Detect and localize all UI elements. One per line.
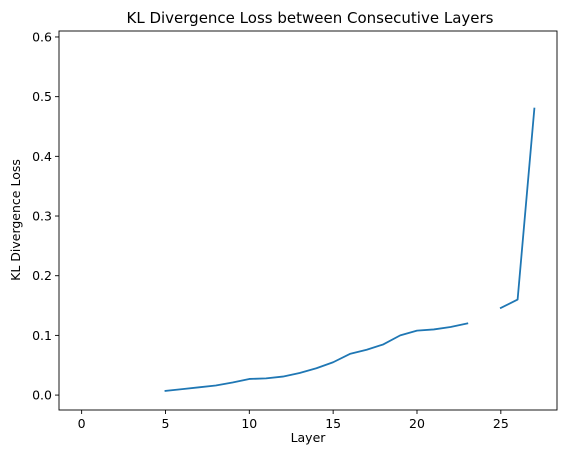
x-tick-label: 15: [325, 416, 341, 431]
x-tick-label: 5: [161, 416, 169, 431]
y-tick-label: 0.3: [32, 209, 52, 224]
chart-title: KL Divergence Loss between Consecutive L…: [126, 9, 493, 27]
x-axis: 0 5 10 15 20 25: [78, 410, 509, 431]
y-tick-label: 0.4: [32, 149, 52, 164]
y-tick-label: 0.1: [32, 328, 52, 343]
x-tick-label: 20: [409, 416, 425, 431]
y-tick-label: 0.0: [32, 388, 52, 403]
series-line: [499, 107, 536, 310]
y-tick-label: 0.2: [32, 268, 52, 283]
series-line: [164, 322, 469, 392]
y-tick-label: 0.6: [32, 29, 52, 44]
x-tick-label: 10: [241, 416, 257, 431]
y-axis: 0.0 0.1 0.2 0.3 0.4 0.5 0.6: [32, 29, 59, 403]
x-tick-label: 25: [493, 416, 509, 431]
y-axis-title: KL Divergence Loss: [8, 159, 23, 281]
y-tick-label: 0.5: [32, 89, 52, 104]
x-axis-title: Layer: [291, 430, 327, 445]
series-layer: [164, 107, 536, 392]
x-tick-label: 0: [78, 416, 86, 431]
axes-frame: [58, 30, 558, 411]
